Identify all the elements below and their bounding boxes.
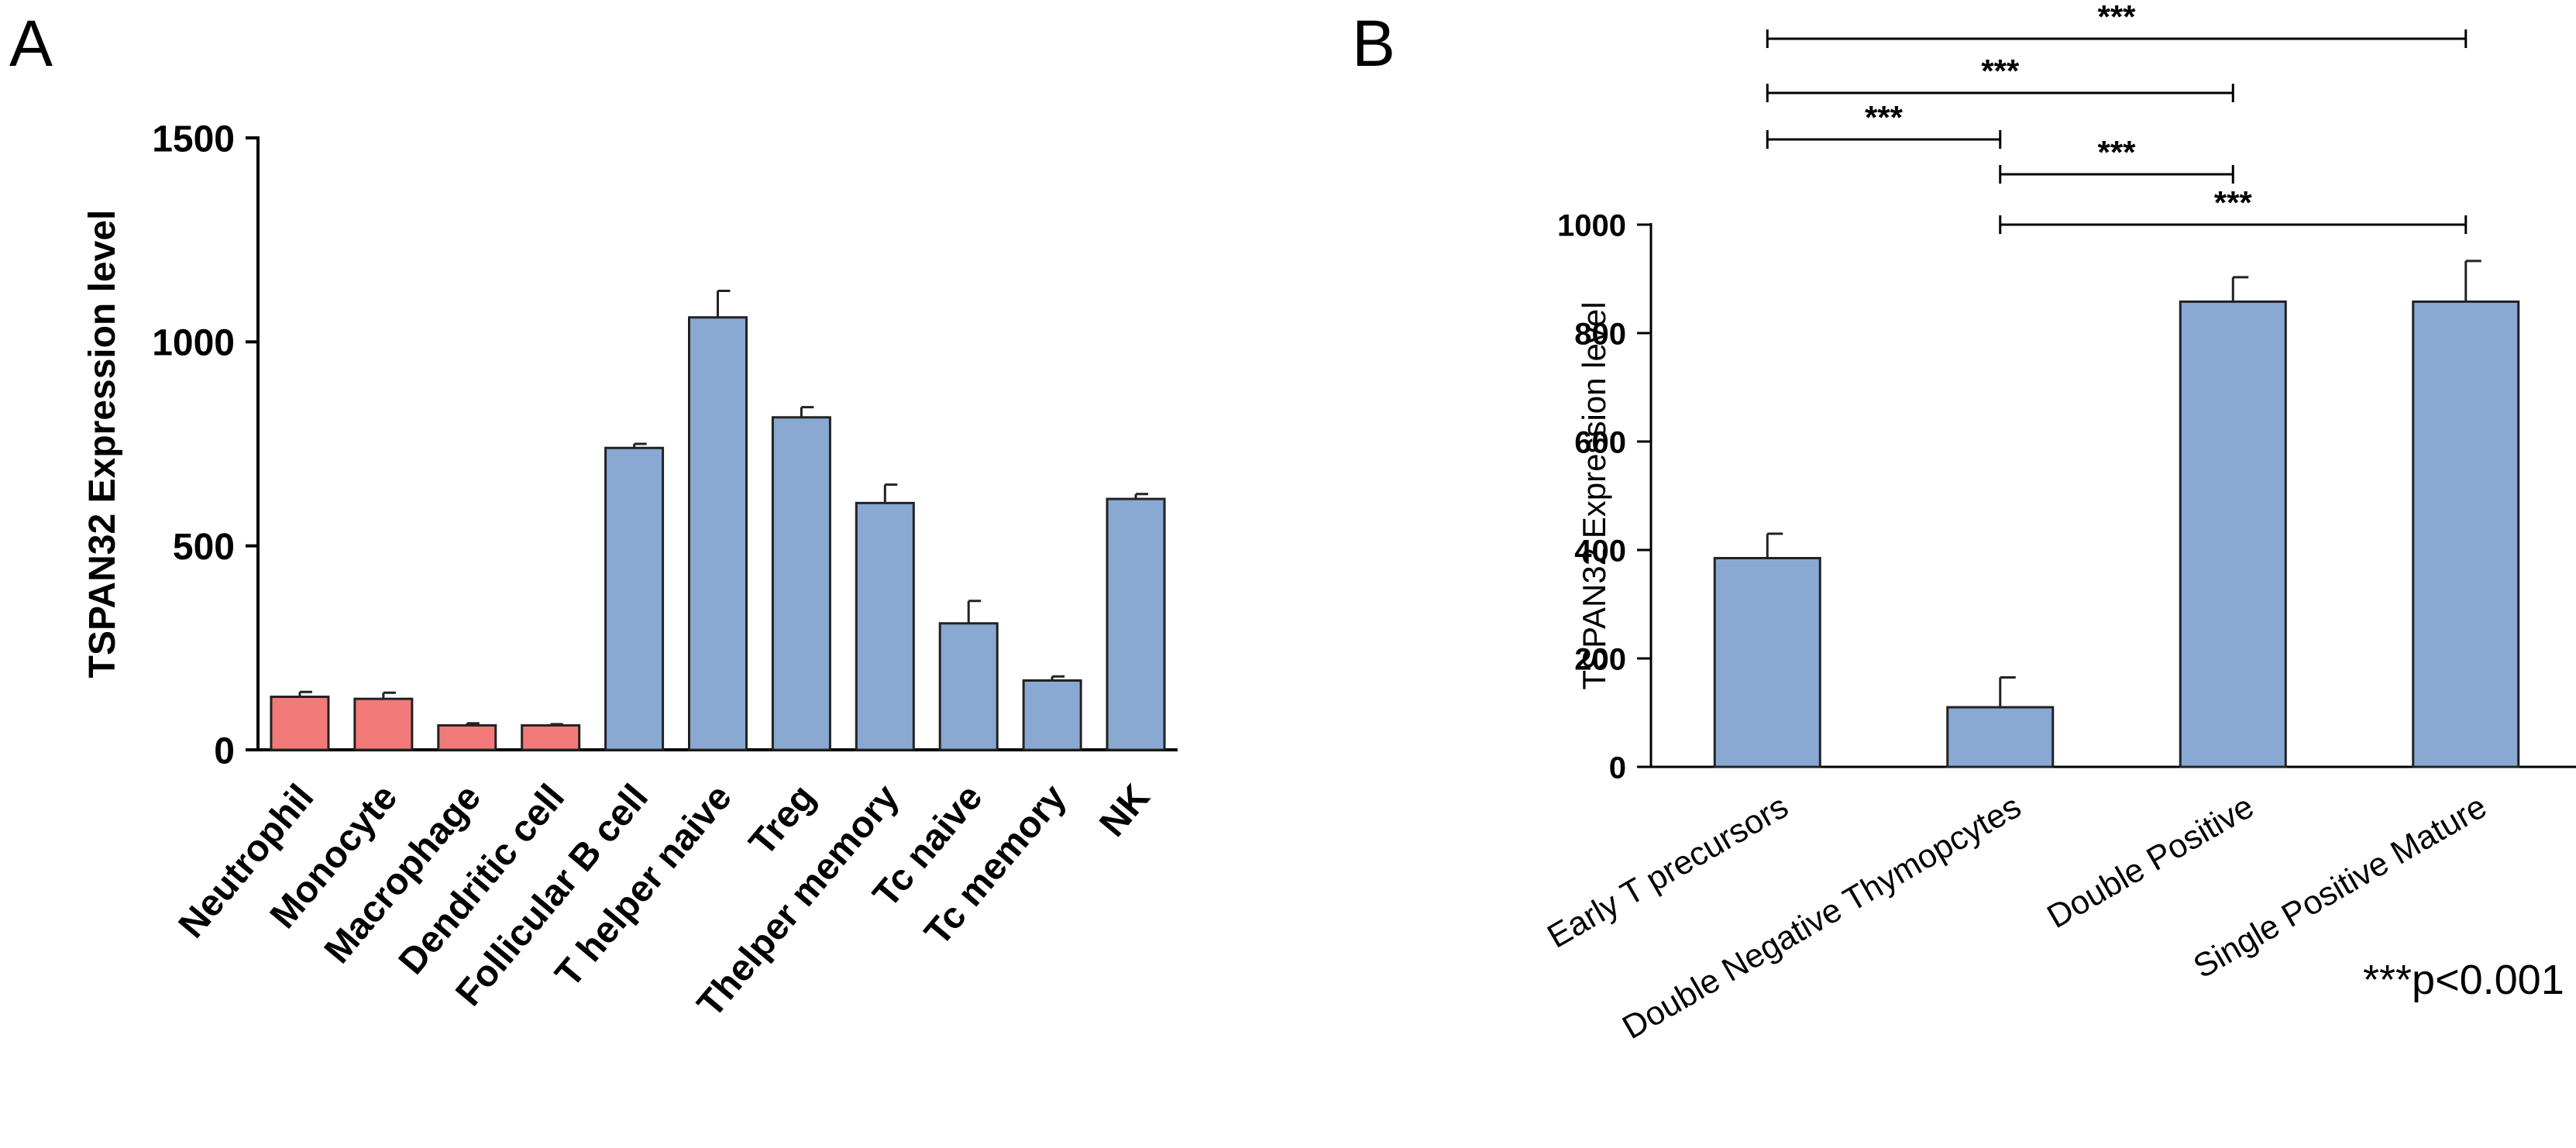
x-tick-label: Early T precursors: [1541, 788, 1794, 955]
chart-b: 0 200 400 600 800 1000 TSPAN32 Expression leve…: [1541, 0, 2576, 1047]
y-axis-title: TSPAN32 Expression level: [1576, 301, 1612, 689]
y-tick-label: 400: [1574, 534, 1626, 568]
y-tick-label: 500: [173, 527, 235, 568]
bar: [2412, 300, 2520, 768]
significance-label: ***: [1865, 99, 1904, 136]
significance-label: ***: [2214, 184, 2253, 221]
bar: [1946, 706, 2055, 768]
bar: [1106, 497, 1166, 751]
x-tick-label: Double Negative Thymopcytes: [1616, 788, 2027, 1047]
bar: [855, 501, 915, 751]
bar: [353, 697, 414, 751]
y-tick-label: 600: [1574, 425, 1626, 459]
bar: [1022, 679, 1082, 751]
significance-label: ***: [1981, 53, 2020, 89]
bar: [604, 446, 665, 751]
significance-label: ***: [2097, 0, 2136, 35]
y-tick-label: 0: [1609, 751, 1626, 785]
x-tick-label: NK: [1092, 777, 1157, 844]
bar: [270, 696, 330, 751]
y-tick-label: 1500: [152, 119, 235, 160]
bar: [688, 316, 748, 751]
bar: [2179, 300, 2287, 768]
y-tick-label: 1000: [1557, 208, 1626, 242]
y-tick-label: 0: [214, 730, 235, 772]
panel-b-label: B: [1352, 7, 1395, 80]
y-tick-label: 1000: [152, 323, 235, 364]
significance-label: ***: [2097, 134, 2136, 170]
bar: [521, 724, 581, 751]
x-tick-label: Treg: [741, 777, 824, 864]
bar: [437, 724, 497, 751]
y-tick-label: 200: [1574, 642, 1626, 676]
significance-note: ***p<0.001: [2363, 957, 2564, 1003]
y-tick-label: 800: [1574, 317, 1626, 351]
bar: [771, 416, 831, 751]
panel-a-label: A: [9, 7, 53, 80]
y-axis-title: TSPAN32 Expression level: [82, 210, 123, 679]
bar: [1713, 557, 1821, 768]
x-tick-label: Double Positive: [2041, 788, 2260, 936]
bar: [938, 622, 999, 751]
